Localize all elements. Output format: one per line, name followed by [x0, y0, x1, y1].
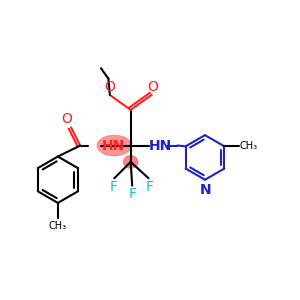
Text: O: O: [104, 80, 115, 94]
Text: F: F: [110, 180, 118, 194]
Text: F: F: [128, 187, 136, 201]
Text: CH₃: CH₃: [240, 141, 258, 151]
Text: CH₃: CH₃: [49, 221, 67, 231]
Text: O: O: [61, 112, 72, 126]
Ellipse shape: [97, 135, 131, 156]
Text: HN: HN: [102, 139, 125, 152]
Text: HN: HN: [149, 139, 172, 152]
Text: F: F: [146, 180, 154, 194]
Text: N: N: [200, 183, 212, 197]
Text: O: O: [147, 80, 158, 94]
Ellipse shape: [124, 156, 138, 168]
